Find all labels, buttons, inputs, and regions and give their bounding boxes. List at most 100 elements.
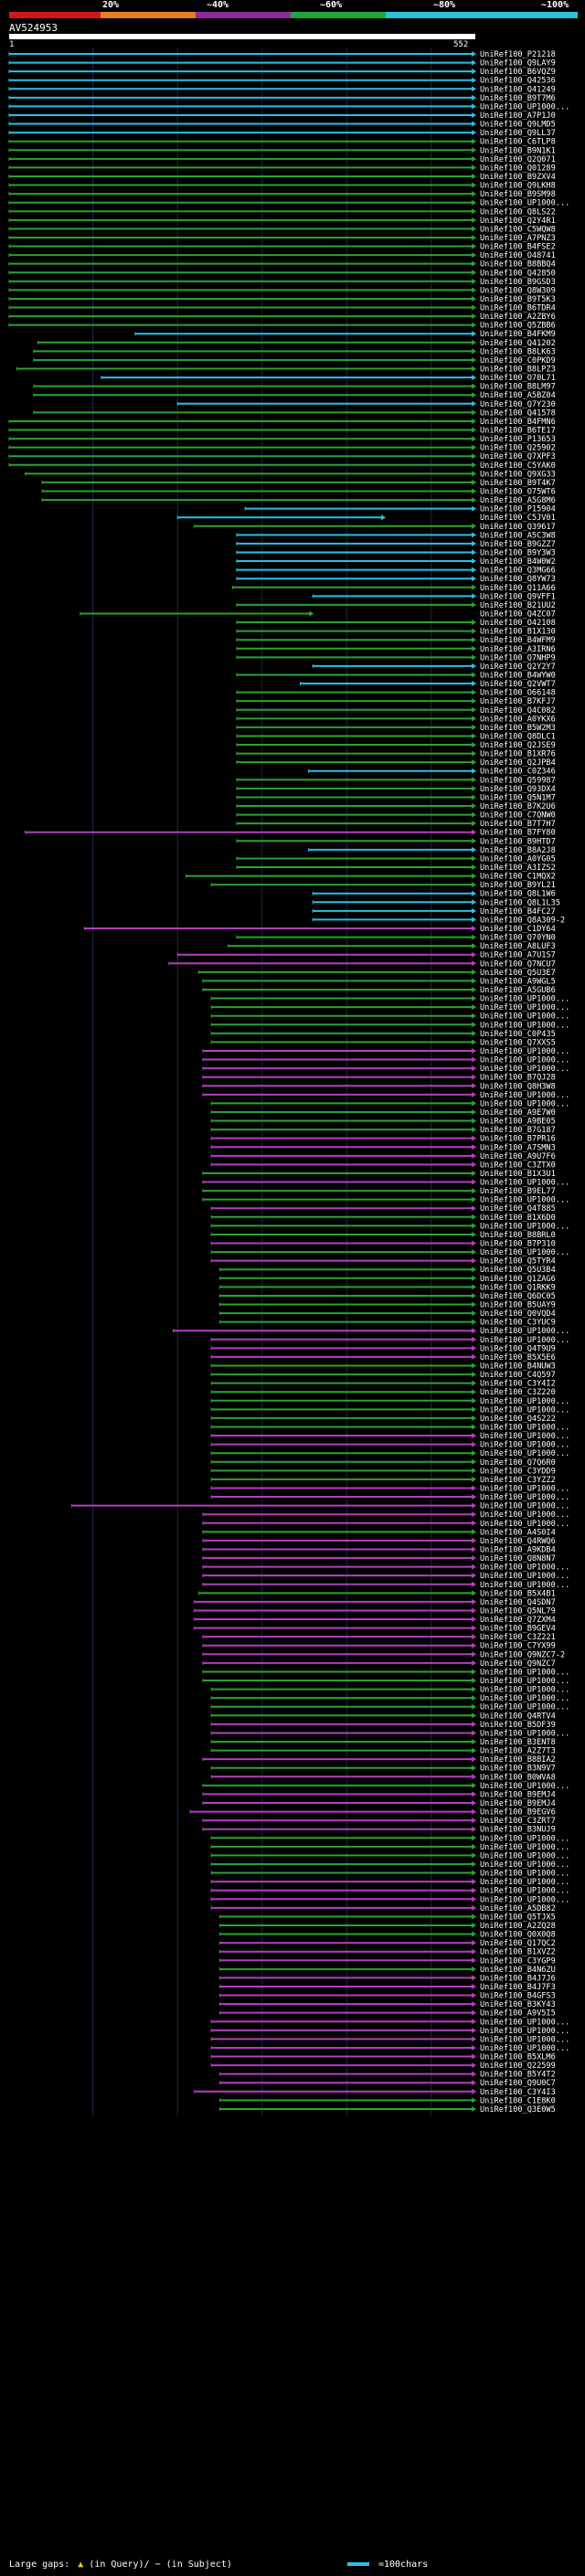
hit-row[interactable]: UniRef100_UP1000... xyxy=(210,1484,569,1493)
hit-label[interactable]: UniRef100_Q3E0W5 xyxy=(480,2105,556,2115)
hit-row[interactable]: UniRef100_B7T7H7 xyxy=(236,820,556,829)
hit-row[interactable]: UniRef100_UP1000... xyxy=(202,1179,569,1188)
hit-label[interactable]: UniRef100_C1DY64 xyxy=(480,925,556,934)
hit-label[interactable]: UniRef100_A7P1J0 xyxy=(480,111,556,121)
hit-row[interactable]: UniRef100_Q2JPB4 xyxy=(236,758,556,768)
hit-row[interactable]: UniRef100_Q8W309 xyxy=(8,286,556,295)
hit-label[interactable]: UniRef100_UP1000... xyxy=(480,1851,569,1860)
hit-label[interactable]: UniRef100_Q1ZAG6 xyxy=(480,1275,556,1284)
hit-row[interactable]: UniRef100_B8BRL0 xyxy=(210,1231,556,1240)
hit-row[interactable]: UniRef100_A9BE05 xyxy=(210,1118,556,1127)
hit-row[interactable]: UniRef100_Q11A66 xyxy=(231,584,556,593)
hit-row[interactable]: UniRef100_Q8YW73 xyxy=(236,575,556,584)
hit-row[interactable]: UniRef100_Q9LL37 xyxy=(8,129,556,138)
hit-label[interactable]: UniRef100_P13653 xyxy=(480,435,556,444)
hit-row[interactable]: UniRef100_Q4T9U9 xyxy=(210,1344,556,1353)
hit-row[interactable]: UniRef100_UP1000... xyxy=(210,1423,569,1432)
hit-row[interactable]: UniRef100_Q7XXS5 xyxy=(210,1038,556,1047)
hit-label[interactable]: UniRef100_A9E7W0 xyxy=(480,1108,556,1118)
hit-label[interactable]: UniRef100_A5GUB6 xyxy=(480,986,556,995)
hit-row[interactable]: UniRef100_C3YUC9 xyxy=(218,1319,556,1328)
hit-label[interactable]: UniRef100_UP1000... xyxy=(480,1493,569,1502)
hit-row[interactable]: UniRef100_B1XR76 xyxy=(236,750,556,759)
hit-row[interactable]: UniRef100_B9EMJ4 xyxy=(202,1790,556,1799)
hit-row[interactable]: UniRef100_B5XLM6 xyxy=(210,2053,556,2062)
hit-label[interactable]: UniRef100_O66148 xyxy=(480,689,556,698)
hit-row[interactable]: UniRef100_Q8LS22 xyxy=(8,207,556,217)
hit-row[interactable]: UniRef100_B4W0W2 xyxy=(236,557,556,567)
hit-label[interactable]: UniRef100_Q8N8N7 xyxy=(480,1554,556,1564)
hit-label[interactable]: UniRef100_UP1000... xyxy=(480,102,569,111)
hit-row[interactable]: UniRef100_A0YG05 xyxy=(236,854,556,864)
hit-row[interactable]: UniRef100_O70L71 xyxy=(101,374,556,383)
hit-label[interactable]: UniRef100_UP1000... xyxy=(480,1843,569,1852)
hit-label[interactable]: UniRef100_B3N9V7 xyxy=(480,1765,556,1774)
hit-row[interactable]: UniRef100_B4J7J6 xyxy=(218,1974,556,1983)
hit-row[interactable]: UniRef100_Q5N1M7 xyxy=(236,793,556,802)
hit-row[interactable]: UniRef100_A7U1S7 xyxy=(176,951,556,960)
hit-label[interactable]: UniRef100_UP1000... xyxy=(480,1870,569,1879)
hit-row[interactable]: UniRef100_A9KDB4 xyxy=(202,1545,556,1554)
hit-row[interactable]: UniRef100_UP1000... xyxy=(202,1581,569,1590)
hit-label[interactable]: UniRef100_B4WYW0 xyxy=(480,671,556,680)
hit-row[interactable]: UniRef100_B9EL77 xyxy=(202,1187,556,1196)
hit-row[interactable]: UniRef100_Q25902 xyxy=(8,444,556,453)
hit-label[interactable]: UniRef100_Q7NHP9 xyxy=(480,653,556,663)
hit-row[interactable]: UniRef100_Q3MG66 xyxy=(236,567,556,576)
hit-label[interactable]: UniRef100_UP1000... xyxy=(480,2044,569,2053)
hit-label[interactable]: UniRef100_C0Z346 xyxy=(480,768,556,777)
hit-label[interactable]: UniRef100_UP1000... xyxy=(480,1047,569,1056)
hit-label[interactable]: UniRef100_Q9LAY9 xyxy=(480,59,556,69)
hit-label[interactable]: UniRef100_C1E8K0 xyxy=(480,2096,556,2105)
hit-label[interactable]: UniRef100_Q4RTV4 xyxy=(480,1712,556,1721)
hit-row[interactable]: UniRef100_A9V5I5 xyxy=(218,2009,556,2019)
hit-label[interactable]: UniRef100_B7FY80 xyxy=(480,829,556,838)
hit-row[interactable]: UniRef100_O48741 xyxy=(8,251,556,260)
hit-label[interactable]: UniRef100_Q5NL79 xyxy=(480,1606,556,1616)
hit-row[interactable]: UniRef100_UP1000... xyxy=(210,1703,569,1712)
hit-row[interactable]: UniRef100_UP1000... xyxy=(202,1782,569,1791)
hit-label[interactable]: UniRef100_A9WGL5 xyxy=(480,977,556,986)
hit-label[interactable]: UniRef100_UP1000... xyxy=(480,1860,569,1870)
hit-label[interactable]: UniRef100_Q11A66 xyxy=(480,584,556,593)
hit-label[interactable]: UniRef100_UP1000... xyxy=(480,1021,569,1030)
hit-label[interactable]: UniRef100_B9ZXV4 xyxy=(480,173,556,182)
hit-row[interactable]: UniRef100_B8BBQ4 xyxy=(8,260,556,270)
hit-row[interactable]: UniRef100_Q41578 xyxy=(33,408,556,418)
hit-row[interactable]: UniRef100_Q9U0C7 xyxy=(218,2079,556,2088)
hit-row[interactable]: UniRef100_UP1000... xyxy=(210,1686,569,1695)
hit-row[interactable]: UniRef100_Q6DC05 xyxy=(218,1292,556,1301)
hit-row[interactable]: UniRef100_B8A2J8 xyxy=(308,846,556,855)
hit-label[interactable]: UniRef100_B7PR16 xyxy=(480,1135,556,1144)
hit-label[interactable]: UniRef100_B3KY43 xyxy=(480,2000,556,2009)
hit-row[interactable]: UniRef100_B3KY43 xyxy=(218,2000,556,2009)
hit-row[interactable]: UniRef100_UP1000... xyxy=(202,1196,569,1205)
hit-row[interactable]: UniRef100_B7K2U6 xyxy=(236,802,556,811)
hit-row[interactable]: UniRef100_C3Y4I3 xyxy=(194,2088,556,2097)
hit-label[interactable]: UniRef100_A9U7F6 xyxy=(480,1152,556,1161)
hit-row[interactable]: UniRef100_B8BIA2 xyxy=(202,1755,556,1765)
hit-row[interactable]: UniRef100_Q1ZAG6 xyxy=(218,1275,556,1284)
hit-row[interactable]: UniRef100_UP1000... xyxy=(210,2027,569,2036)
hit-label[interactable]: UniRef100_B3ENT8 xyxy=(480,1738,556,1747)
hit-row[interactable]: UniRef100_Q9LMD5 xyxy=(8,121,556,130)
hit-label[interactable]: UniRef100_UP1000... xyxy=(480,2018,569,2027)
hit-label[interactable]: UniRef100_UP1000... xyxy=(480,1196,569,1205)
hit-row[interactable]: UniRef100_A3IRN6 xyxy=(236,645,556,654)
hit-label[interactable]: UniRef100_B4J7F3 xyxy=(480,1983,556,1992)
hit-row[interactable]: UniRef100_Q41202 xyxy=(37,339,556,348)
hit-row[interactable]: UniRef100_B9EMJ4 xyxy=(202,1799,556,1808)
hit-label[interactable]: UniRef100_C0PKD9 xyxy=(480,356,556,366)
hit-label[interactable]: UniRef100_C3YDD9 xyxy=(480,1467,556,1476)
hit-label[interactable]: UniRef100_Q8H3W8 xyxy=(480,1082,556,1091)
hit-label[interactable]: UniRef100_B0WVA8 xyxy=(480,1773,556,1782)
hit-label[interactable]: UniRef100_Q5TYR4 xyxy=(480,1257,556,1267)
hit-label[interactable]: UniRef100_B3NUJ9 xyxy=(480,1826,556,1835)
hit-label[interactable]: UniRef100_UP1000... xyxy=(480,1065,569,1074)
hit-row[interactable]: UniRef100_P15904 xyxy=(244,505,556,514)
hit-row[interactable]: UniRef100_UP1000... xyxy=(210,1887,569,1896)
hit-row[interactable]: UniRef100_O75WT6 xyxy=(41,488,556,497)
hit-row[interactable]: UniRef100_Q2Y4R1 xyxy=(8,217,556,226)
hit-label[interactable]: UniRef100_Q2VWT7 xyxy=(480,680,556,689)
hit-row[interactable]: UniRef100_A3IZS2 xyxy=(236,864,556,873)
